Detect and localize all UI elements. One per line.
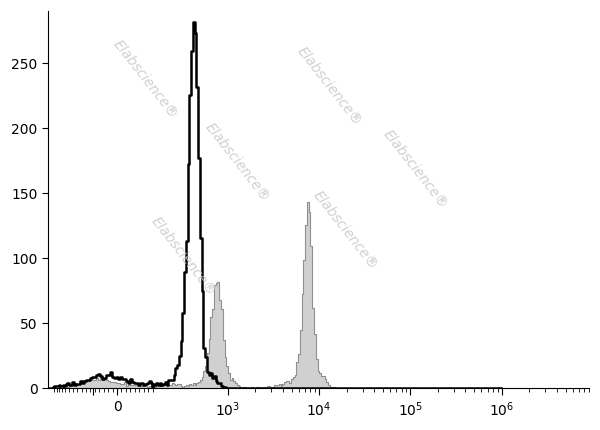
Text: Elabscience®: Elabscience®	[148, 214, 218, 298]
Text: Elabscience®: Elabscience®	[202, 120, 272, 204]
Text: Elabscience®: Elabscience®	[110, 37, 181, 121]
Text: Elabscience®: Elabscience®	[294, 44, 364, 129]
Text: Elabscience®: Elabscience®	[310, 188, 380, 272]
Text: Elabscience®: Elabscience®	[381, 128, 451, 212]
